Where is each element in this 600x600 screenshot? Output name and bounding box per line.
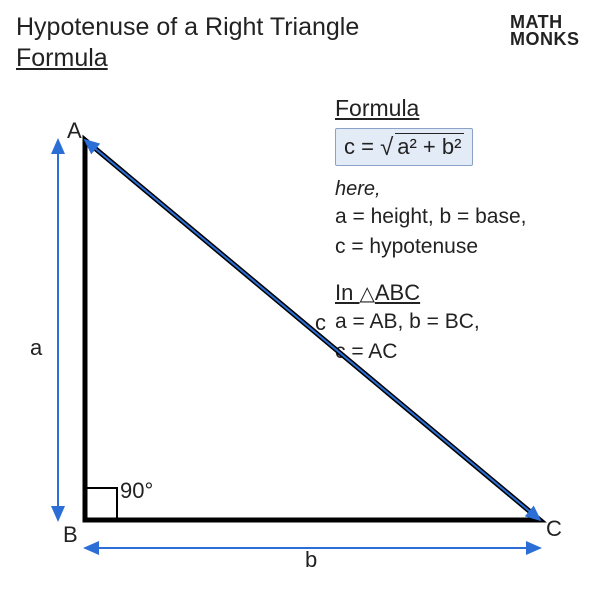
side-label-b: b bbox=[305, 547, 317, 573]
right-angle-label: 90° bbox=[120, 478, 153, 504]
logo: MATH MONKS bbox=[510, 14, 580, 48]
logo-line-2: MONKS bbox=[510, 31, 580, 48]
page-title: Hypotenuse of a Right Triangle Formula bbox=[16, 12, 359, 75]
vertex-label-a: A bbox=[67, 118, 82, 144]
title-line-2: Formula bbox=[16, 44, 108, 72]
diagram-svg bbox=[20, 130, 580, 570]
formula-heading: Formula bbox=[335, 95, 585, 122]
triangle-diagram: A B C a b c 90° bbox=[20, 130, 580, 570]
title-line-1: Hypotenuse of a Right Triangle bbox=[16, 13, 359, 41]
side-label-c: c bbox=[315, 310, 326, 336]
vertex-label-b: B bbox=[63, 522, 78, 548]
side-label-a: a bbox=[30, 335, 42, 361]
vertex-label-c: C bbox=[546, 516, 562, 542]
